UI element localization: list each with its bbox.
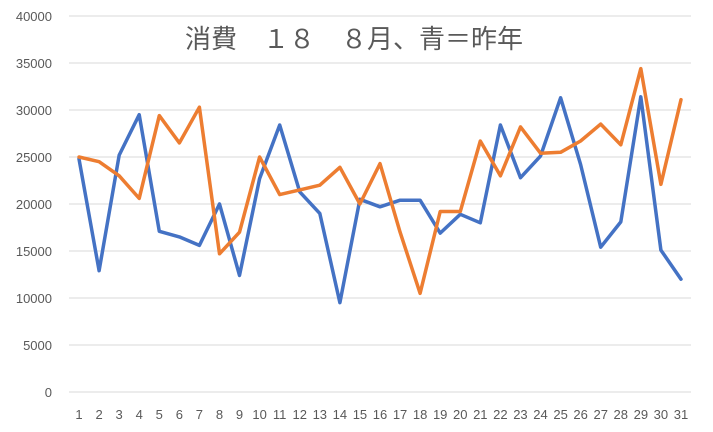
x-tick-label: 13 (313, 407, 327, 422)
x-tick-label: 7 (196, 407, 203, 422)
x-tick-label: 1 (75, 407, 82, 422)
y-tick-label: 5000 (23, 338, 52, 353)
x-tick-label: 29 (634, 407, 648, 422)
y-tick-label: 0 (45, 385, 52, 400)
x-tick-label: 12 (293, 407, 307, 422)
y-tick-label: 25000 (16, 150, 52, 165)
x-tick-label: 9 (236, 407, 243, 422)
x-tick-label: 15 (353, 407, 367, 422)
x-tick-label: 4 (136, 407, 143, 422)
x-tick-label: 16 (373, 407, 387, 422)
x-tick-label: 3 (116, 407, 123, 422)
y-tick-label: 35000 (16, 56, 52, 71)
y-tick-label: 10000 (16, 291, 52, 306)
x-tick-label: 20 (453, 407, 467, 422)
x-tick-label: 6 (176, 407, 183, 422)
x-tick-label: 23 (513, 407, 527, 422)
x-tick-label: 31 (674, 407, 688, 422)
x-tick-label: 27 (593, 407, 607, 422)
x-tick-label: 8 (216, 407, 223, 422)
series-line-2 (77, 66, 683, 296)
series-line-1 (77, 95, 683, 305)
gridlines (69, 15, 691, 393)
x-tick-label: 2 (95, 407, 102, 422)
x-tick-label: 22 (493, 407, 507, 422)
x-axis-tick-labels: 1 2 3 4 5 6 7 8 9 10 11 12 13 14 15 16 17 18 19 20 21 22 23 24 2… (75, 407, 688, 422)
x-tick-label: 14 (333, 407, 347, 422)
y-tick-label: 15000 (16, 244, 52, 259)
y-tick-label: 30000 (16, 103, 52, 118)
y-axis-tick-labels: 0 5000 10000 15000 20000 25000 30000 35000 40000 (16, 9, 52, 400)
x-tick-label: 21 (473, 407, 487, 422)
x-tick-label: 19 (433, 407, 447, 422)
series-lines (77, 66, 683, 305)
x-tick-label: 25 (553, 407, 567, 422)
x-tick-label: 5 (156, 407, 163, 422)
y-tick-label: 20000 (16, 197, 52, 212)
x-tick-label: 11 (273, 407, 287, 422)
x-tick-label: 17 (393, 407, 407, 422)
chart-title: 消費 １８ ８月、青＝昨年 (185, 25, 523, 55)
y-tick-label: 40000 (16, 9, 52, 24)
x-tick-label: 24 (533, 407, 547, 422)
x-tick-label: 30 (654, 407, 668, 422)
x-tick-label: 28 (614, 407, 628, 422)
x-tick-label: 18 (413, 407, 427, 422)
x-tick-label: 26 (573, 407, 587, 422)
x-tick-label: 10 (252, 407, 266, 422)
